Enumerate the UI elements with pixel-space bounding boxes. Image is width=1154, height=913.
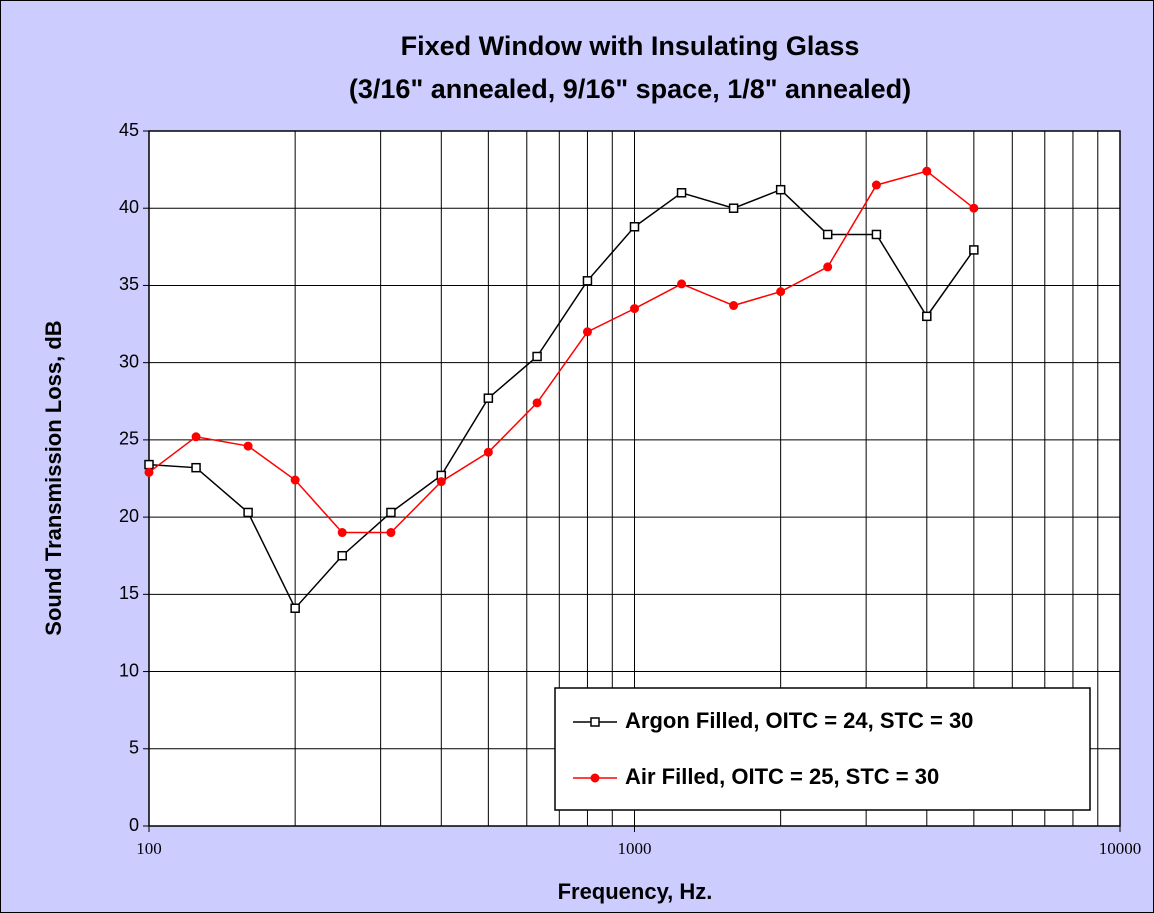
legend-box xyxy=(554,687,1091,811)
legend-marker xyxy=(590,773,600,783)
data-point xyxy=(677,279,687,289)
data-point xyxy=(191,462,201,473)
data-point xyxy=(922,166,932,176)
series-line xyxy=(148,170,975,534)
data-point xyxy=(728,203,739,213)
y-tick-label: 30 xyxy=(119,351,139,371)
data-point xyxy=(483,393,494,403)
data-point xyxy=(775,184,786,195)
legend-marker xyxy=(590,717,600,727)
data-point xyxy=(436,477,446,487)
data-point xyxy=(630,304,639,314)
data-point xyxy=(243,441,253,451)
data-point xyxy=(776,287,786,297)
y-tick-label: 5 xyxy=(129,738,139,758)
data-point xyxy=(191,432,201,442)
data-point xyxy=(144,459,154,470)
data-point xyxy=(822,229,833,240)
series-line xyxy=(148,188,975,610)
chart-title: Fixed Window with Insulating Glass xyxy=(401,31,860,61)
data-point xyxy=(871,229,882,240)
y-tick-label: 20 xyxy=(119,506,139,526)
data-point xyxy=(532,351,542,362)
data-point xyxy=(243,507,253,518)
y-tick-label: 15 xyxy=(119,583,139,603)
data-point xyxy=(386,528,396,538)
data-point xyxy=(969,245,979,255)
data-point xyxy=(871,180,881,190)
data-point xyxy=(337,528,347,538)
y-axis-label: Sound Transmission Loss, dB xyxy=(41,320,66,635)
plot-border xyxy=(148,130,1121,827)
data-point xyxy=(582,276,593,286)
y-tick-label: 0 xyxy=(129,815,139,835)
data-point xyxy=(337,550,347,561)
data-point xyxy=(290,603,300,613)
data-point xyxy=(483,447,493,457)
chart-subtitle: (3/16" annealed, 9/16" space, 1/8" annea… xyxy=(349,74,911,104)
legend-label: Argon Filled, OITC = 24, STC = 30 xyxy=(625,708,973,733)
data-point xyxy=(582,327,592,337)
x-tick-label: 10000 xyxy=(1099,839,1142,858)
data-point xyxy=(729,301,739,311)
data-point xyxy=(386,507,396,518)
x-tick-label: 1000 xyxy=(618,839,652,858)
data-point xyxy=(969,203,979,213)
data-point xyxy=(922,311,932,322)
data-point xyxy=(532,398,542,408)
x-axis-label: Frequency, Hz. xyxy=(558,879,713,904)
data-point xyxy=(823,262,833,272)
y-tick-label: 35 xyxy=(119,274,139,294)
legend-label: Air Filled, OITC = 25, STC = 30 xyxy=(625,764,939,789)
y-tick-label: 25 xyxy=(119,429,139,449)
y-tick-label: 10 xyxy=(119,660,139,680)
data-point xyxy=(144,467,154,477)
y-tick-label: 40 xyxy=(119,197,139,217)
y-tick-label: 45 xyxy=(119,120,139,140)
data-point xyxy=(290,475,300,485)
x-tick-label: 100 xyxy=(136,839,162,858)
data-point xyxy=(629,222,640,232)
data-point xyxy=(676,188,687,198)
